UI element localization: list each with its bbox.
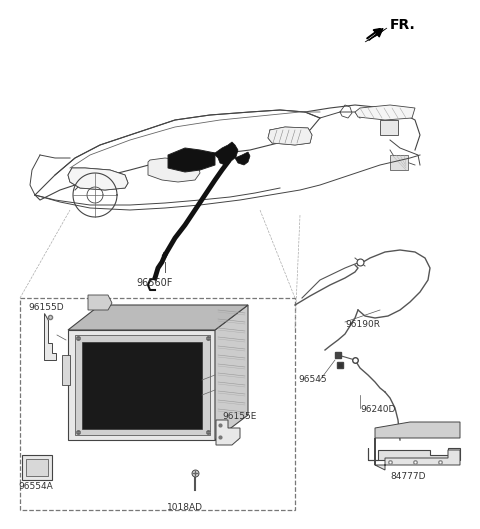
Text: 96554A: 96554A [18,482,53,491]
Text: 96155D: 96155D [28,303,64,312]
Bar [20,298,295,510]
Text: 1018AD: 1018AD [167,503,203,512]
Polygon shape [215,305,248,440]
Polygon shape [212,142,238,165]
Text: 96240D: 96240D [360,405,396,414]
Polygon shape [168,148,215,172]
Polygon shape [390,155,408,170]
Polygon shape [88,295,112,310]
Polygon shape [68,330,215,440]
Polygon shape [44,313,56,360]
Polygon shape [68,168,128,190]
Polygon shape [268,127,312,145]
Polygon shape [216,420,240,445]
Text: 96190R: 96190R [345,320,380,329]
Text: FR.: FR. [390,18,416,32]
Polygon shape [22,455,52,480]
Text: 96545: 96545 [298,375,326,384]
Polygon shape [75,335,210,435]
Polygon shape [380,120,398,135]
Polygon shape [235,152,250,165]
Polygon shape [26,459,48,476]
Polygon shape [355,105,415,120]
Bar [82,342,202,429]
Text: 84777D: 84777D [390,472,425,481]
Text: 96155E: 96155E [222,412,256,421]
Polygon shape [68,305,248,330]
Polygon shape [368,448,460,460]
Polygon shape [375,422,460,438]
Polygon shape [365,28,387,42]
Bar [62,355,70,385]
Polygon shape [375,438,460,470]
Text: 96560F: 96560F [137,278,173,288]
Polygon shape [148,158,200,182]
